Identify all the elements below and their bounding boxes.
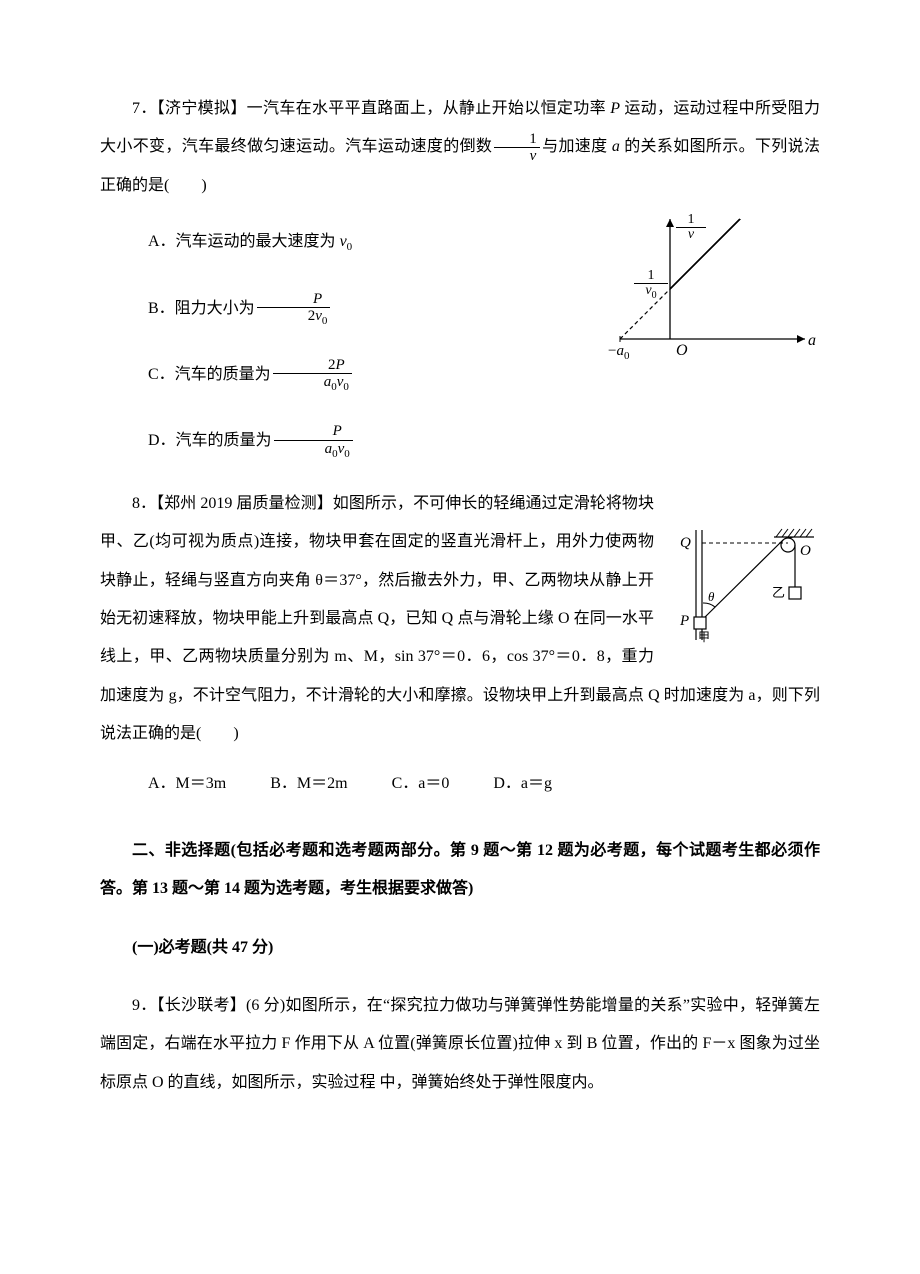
question-8: Q O	[100, 485, 820, 804]
optD-den-a: a	[325, 441, 333, 457]
label-yi: 乙	[772, 585, 785, 600]
q8-optA: A．M＝3m	[148, 775, 226, 792]
q8-optC: C．a＝0	[392, 775, 450, 792]
optD-den: a0v0	[274, 441, 353, 460]
q8-figure-svg: Q O	[670, 525, 820, 645]
neg-a0-label: −a0	[608, 343, 630, 362]
x-axis-arrow	[797, 335, 805, 343]
q7-symbol-P: P	[610, 100, 620, 117]
label-jia: 甲	[698, 630, 710, 644]
q7-symbol-a: a	[612, 138, 620, 155]
y-label-den: v	[676, 228, 706, 242]
hatch-group	[776, 529, 812, 537]
optC-num: 2P	[273, 357, 352, 375]
exam-page: 7．【济宁模拟】一汽车在水平平直路面上，从静止开始以恒定功率 P 运动，运动过程…	[0, 0, 920, 1274]
q8-figure: Q O	[670, 525, 820, 660]
q8-optD: D．a＝g	[493, 775, 552, 792]
optD-text: D．汽车的质量为	[148, 432, 272, 449]
label-P: P	[679, 613, 689, 629]
y-axis-arrow	[666, 219, 674, 227]
y-label-num: 1	[676, 213, 706, 228]
q7-frac-1overv: 1v	[492, 131, 542, 165]
optD-den-vsub: 0	[344, 448, 350, 460]
label-O: O	[800, 543, 811, 559]
question-7: 7．【济宁模拟】一汽车在水平平直路面上，从静止开始以恒定功率 P 运动，运动过程…	[100, 90, 820, 461]
y-int-den-sub: 0	[652, 290, 657, 301]
y-int-num: 1	[634, 269, 668, 284]
label-theta: θ	[708, 589, 715, 604]
optC-frac: 2Pa0v0	[271, 357, 354, 394]
optB-frac: P2v0	[255, 291, 333, 328]
section2-sub: (一)必考题(共 47 分)	[100, 929, 820, 967]
optC-den-vsub: 0	[343, 381, 349, 393]
origin-label: O	[676, 342, 688, 359]
q7-graph-svg: O a 1 v 1	[590, 209, 820, 379]
block-jia	[694, 617, 706, 629]
q7-body-3: 与加速度	[542, 138, 612, 155]
optD-num: P	[274, 423, 353, 441]
q8-optB: B．M＝2m	[270, 775, 347, 792]
optB-den: 2v0	[257, 308, 331, 327]
q7-graph: O a 1 v 1	[590, 209, 820, 394]
frac-num: 1	[494, 131, 540, 149]
q8-number: 8．	[132, 495, 156, 512]
optB-den-sub: 0	[322, 315, 328, 327]
q9-source: 【长沙联考】	[157, 997, 247, 1014]
optC-den: a0v0	[273, 374, 352, 393]
q7-source: 【济宁模拟】	[157, 100, 247, 117]
optC-num-P: P	[335, 357, 344, 373]
optB-text: B．阻力大小为	[148, 300, 255, 317]
q9-number: 9．	[132, 997, 157, 1014]
q9-marks: (6 分)	[246, 997, 285, 1014]
section2-heading: 二、非选择题(包括必考题和选考题两部分。第 9 题～第 12 题为必考题，每个试…	[100, 832, 820, 909]
optA-text: A．汽车运动的最大速度为	[148, 233, 340, 250]
optB-den-v: v	[315, 308, 322, 324]
optB-num: P	[257, 291, 331, 309]
q7-option-D: D．汽车的质量为Pa0v0	[100, 422, 820, 460]
q7-number: 7．	[132, 100, 157, 117]
optC-text: C．汽车的质量为	[148, 366, 271, 383]
pulley	[781, 538, 795, 552]
label-Q: Q	[680, 535, 691, 551]
x-axis-label: a	[808, 332, 816, 349]
q8-source: 【郑州 2019 届质量检测】	[156, 495, 333, 512]
optD-frac: Pa0v0	[272, 423, 355, 460]
q8-options: A．M＝3m B．M＝2m C．a＝0 D．a＝g	[100, 765, 820, 803]
q7-body-1: 一汽车在水平平直路面上，从静止开始以恒定功率	[247, 100, 611, 117]
rope-diagonal	[702, 540, 783, 620]
frac-den: v	[494, 148, 540, 165]
optA-sub: 0	[347, 241, 353, 253]
block-yi	[789, 587, 801, 599]
q7-stem-line1: 7．【济宁模拟】一汽车在水平平直路面上，从静止开始以恒定功率 P 运动，运动过程…	[100, 90, 820, 205]
question-9: 9．【长沙联考】(6 分)如图所示，在“探究拉力做功与弹簧弹性势能增量的关系”实…	[100, 987, 820, 1102]
optA-v: v	[340, 233, 347, 250]
